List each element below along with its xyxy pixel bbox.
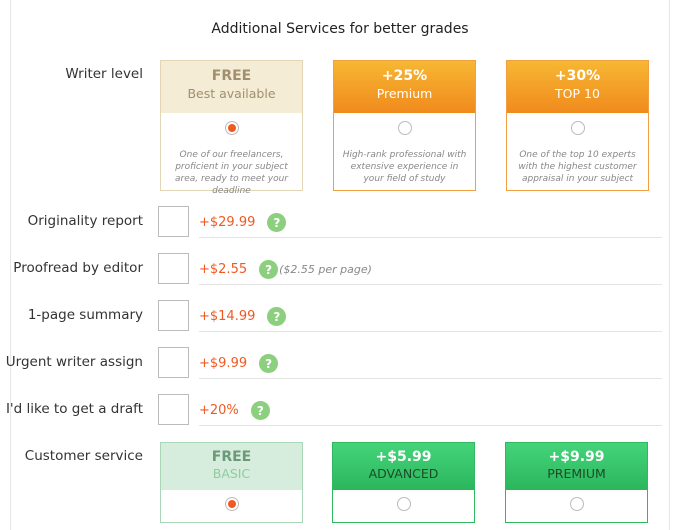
card-header: +25% Premium [334, 61, 475, 113]
card-name: ADVANCED [368, 466, 439, 481]
card-header: FREE BASIC [161, 443, 302, 490]
card-description: One of the top 10 experts with the highe… [518, 150, 637, 184]
help-icon[interactable]: ? [267, 213, 287, 232]
customer-service-card[interactable]: +$9.99 PREMIUM [505, 442, 648, 523]
checkbox[interactable] [158, 206, 189, 237]
card-header: +$9.99 PREMIUM [506, 443, 647, 490]
checkbox[interactable] [158, 253, 189, 284]
card-description: One of our freelancers, proficient in yo… [174, 150, 288, 196]
extra-row: I'd like to get a draft +20%? [0, 394, 680, 426]
extra-price: +$2.55 [199, 262, 248, 277]
extra-row: Originality report +$29.99? [0, 206, 680, 238]
frame [10, 0, 670, 530]
extra-label: I'd like to get a draft [5, 401, 143, 417]
card-price: +$9.99 [548, 449, 605, 465]
radio[interactable] [224, 497, 239, 511]
extra-price: +20% [199, 403, 239, 418]
radio[interactable] [396, 497, 411, 511]
writer-level-card[interactable]: FREE Best available One of our freelancers… [160, 60, 303, 196]
extra-price-group: +$9.99? [199, 354, 279, 373]
row-divider [199, 331, 662, 332]
extra-price: +$9.99 [199, 356, 248, 371]
extra-label: 1-page summary [27, 307, 143, 323]
help-icon[interactable]: ? [259, 354, 279, 373]
card-name: BASIC [212, 466, 251, 481]
checkbox[interactable] [158, 300, 189, 331]
row-divider [199, 425, 662, 426]
extra-price: +$29.99 [199, 215, 256, 230]
card-price: +25% [381, 68, 428, 84]
card-name: Best available [187, 86, 276, 101]
customer-service-card[interactable]: FREE BASIC [160, 442, 303, 523]
help-icon[interactable]: ? [259, 260, 279, 279]
card-price: FREE [211, 449, 252, 465]
extra-row: 1-page summary +$14.99? [0, 300, 680, 332]
card-name: TOP 10 [555, 86, 600, 101]
help-icon[interactable]: ? [250, 401, 270, 420]
radio[interactable] [570, 121, 585, 135]
card-price: FREE [211, 68, 252, 84]
card-header: FREE Best available [161, 61, 302, 113]
extra-price-group: +$14.99? [199, 307, 287, 326]
extra-row: Urgent writer assign +$9.99? [0, 347, 680, 379]
extra-price: +$14.99 [199, 309, 256, 324]
card-header: +30% TOP 10 [507, 61, 648, 113]
extra-note: ($2.55 per page) [279, 263, 372, 276]
customer-service-card[interactable]: +$5.99 ADVANCED [332, 442, 475, 523]
extra-row: Proofread by editor +$2.55? ($2.55 per pag… [0, 253, 680, 285]
card-price: +$5.99 [375, 449, 432, 465]
row-divider [199, 378, 662, 379]
extra-price-group: +$29.99? [199, 213, 287, 232]
card-header: +$5.99 ADVANCED [333, 443, 474, 490]
extra-label: Proofread by editor [13, 260, 143, 276]
radio[interactable] [224, 121, 239, 135]
card-name: Premium [376, 86, 433, 101]
extra-price-group: +$2.55? ($2.55 per page) [199, 260, 372, 279]
section-title: Additional Services for better grades [211, 21, 469, 37]
checkbox[interactable] [158, 394, 189, 425]
help-icon[interactable]: ? [267, 307, 287, 326]
card-description: High-rank professional with extensive ex… [342, 150, 467, 184]
radio[interactable] [569, 497, 584, 511]
card-name: PREMIUM [547, 466, 606, 481]
writer-level-card[interactable]: +30% TOP 10 One of the top 10 experts with… [506, 60, 649, 191]
radio[interactable] [397, 121, 412, 135]
checkbox[interactable] [158, 347, 189, 378]
card-price: +30% [554, 68, 601, 84]
row-divider [199, 284, 662, 285]
customer-service-label: Customer service [24, 448, 143, 464]
extra-label: Urgent writer assign [5, 354, 143, 370]
extra-price-group: +20%? [199, 401, 270, 420]
writer-level-label: Writer level [65, 66, 143, 82]
writer-level-card[interactable]: +25% Premium High-rank professional with e… [333, 60, 476, 191]
row-divider [199, 237, 662, 238]
extra-label: Originality report [27, 213, 143, 229]
